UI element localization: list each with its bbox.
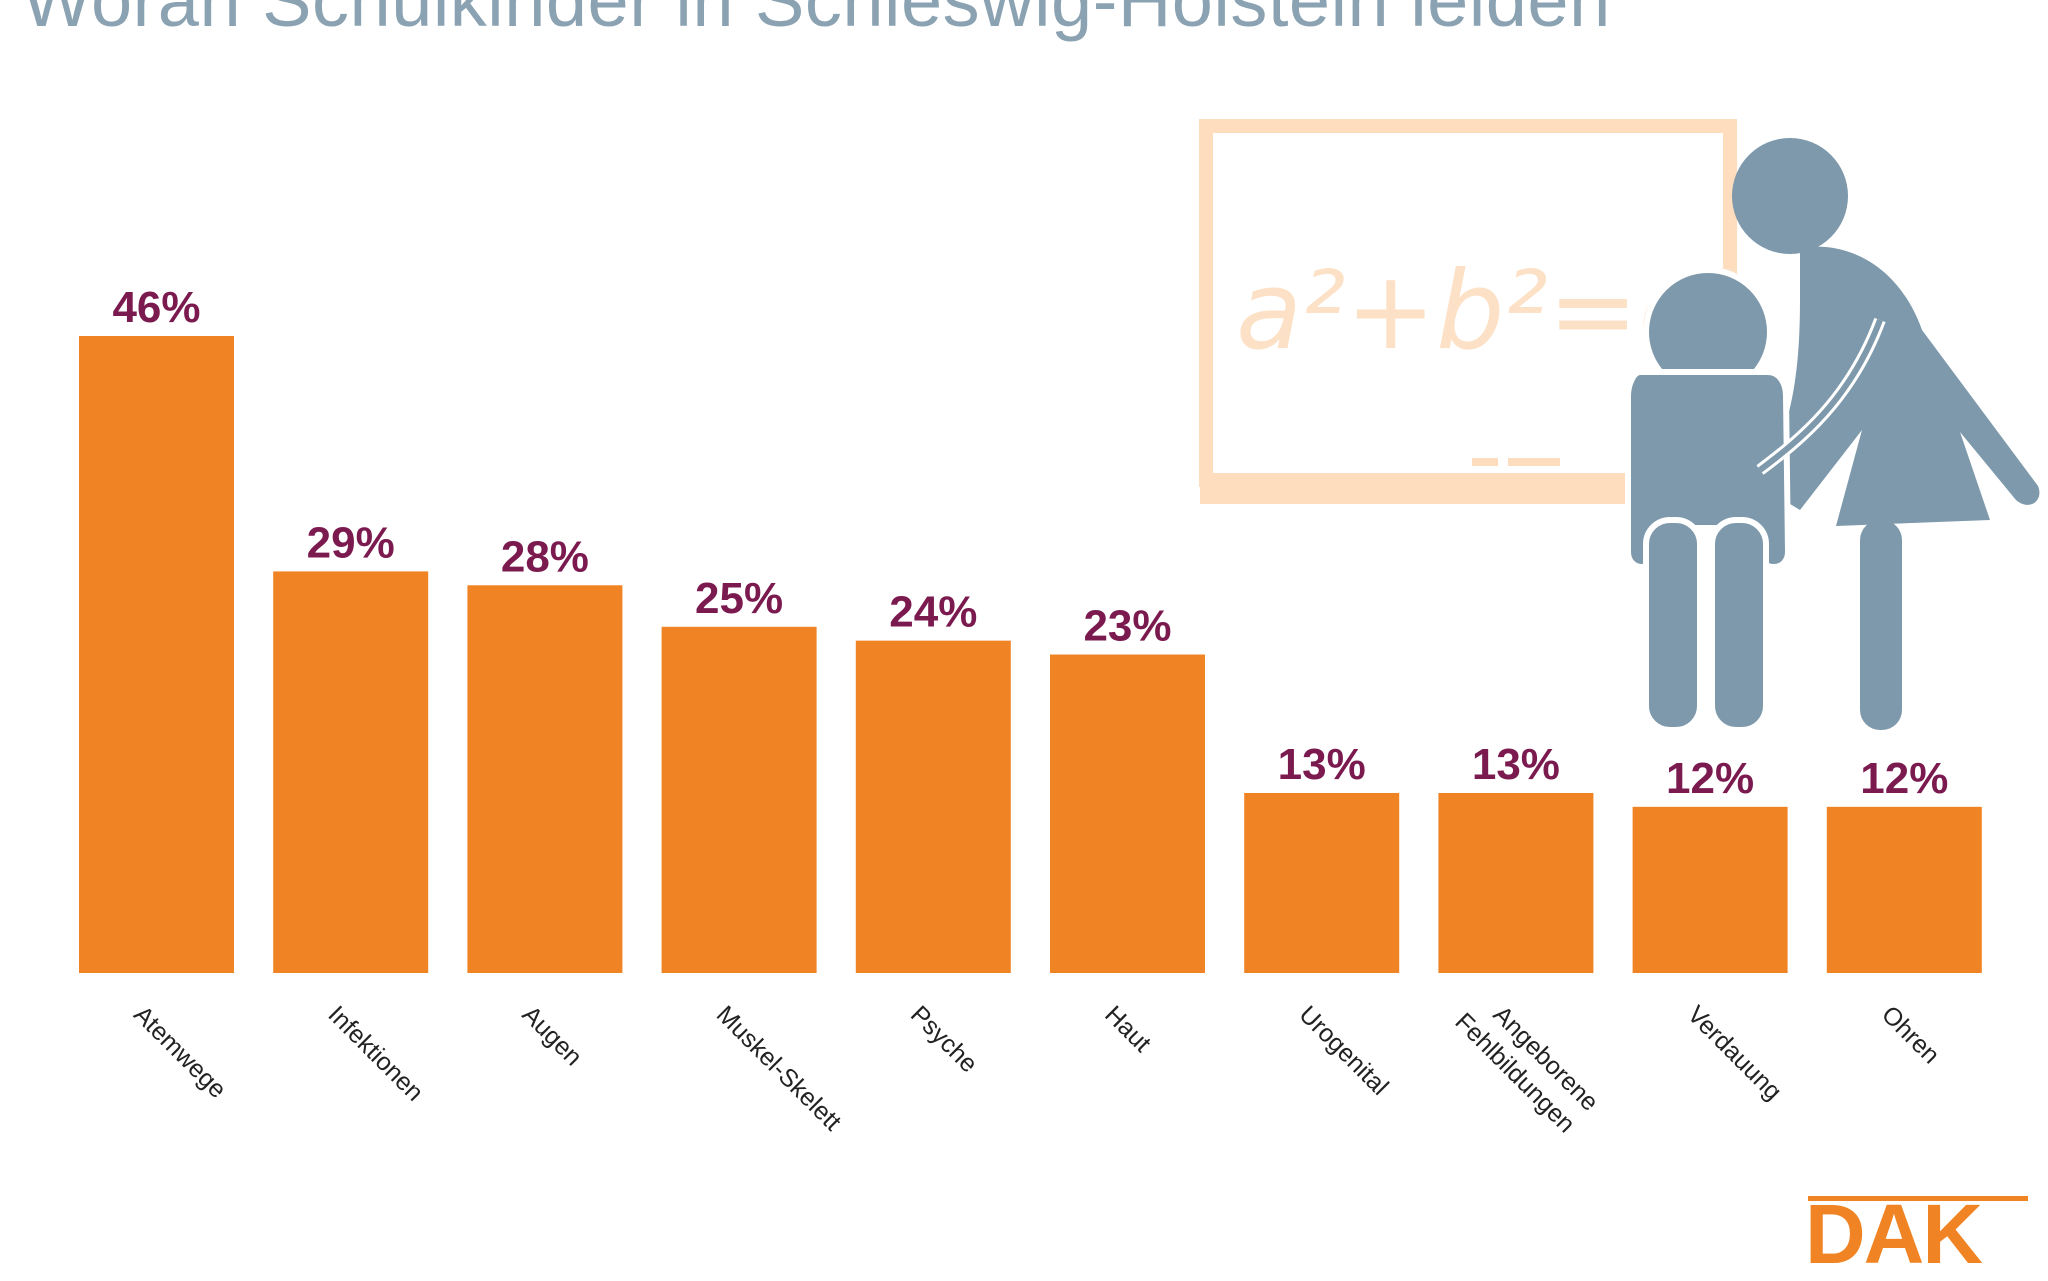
- logo-rule: [1808, 1196, 2028, 1201]
- data-label-infektionen: 29%: [307, 518, 395, 567]
- data-label-haut: 23%: [1083, 602, 1171, 651]
- illustration: a²+b²=c²: [1199, 119, 2040, 733]
- data-label-atemwege: 46%: [112, 283, 200, 332]
- data-labels: 46% 29% 28% 25% 24% 23% 13% 13% 12% 12%: [112, 283, 1948, 803]
- chart-title: Woran Schulkinder in Schleswig-Holstein …: [22, 0, 1611, 42]
- bar-verdauung: [1632, 806, 1788, 973]
- dak-logo: DAK: [1805, 1187, 1983, 1281]
- tick-label-haut: Haut: [1099, 1000, 1156, 1057]
- data-label-verdauung: 12%: [1666, 754, 1754, 803]
- bar-psyche: [855, 640, 1011, 973]
- tick-label-augen: Augen: [517, 1000, 588, 1071]
- tick-label-infektionen: Infektionen: [322, 1000, 428, 1106]
- tick-label-psyche: Psyche: [905, 1000, 983, 1078]
- data-label-urogenital: 13%: [1278, 740, 1366, 789]
- tick-label-atemwege: Atemwege: [128, 1000, 231, 1103]
- bar-angeborene-fehlbildungen: [1438, 792, 1594, 973]
- data-label-muskel-skelett: 25%: [695, 574, 783, 623]
- data-label-psyche: 24%: [889, 588, 977, 637]
- bar-ohren: [1826, 806, 1982, 973]
- data-label-ohren: 12%: [1860, 754, 1948, 803]
- tick-label-verdauung: Verdauung: [1682, 1000, 1787, 1105]
- x-axis-tick-labels: Atemwege Infektionen Augen Muskel-Skelett Ps…: [128, 985, 1945, 1139]
- bar-muskel-skelett: [661, 626, 817, 973]
- tick-label-urogenital: Urogenital: [1293, 1000, 1393, 1100]
- child-icon: [1625, 267, 1886, 733]
- tick-label-angeborene-fehlbildungen: AngeboreneFehlbildungen: [1449, 985, 1603, 1139]
- data-label-augen: 28%: [501, 532, 589, 581]
- bar-augen: [467, 585, 623, 973]
- bar-urogenital: [1244, 792, 1400, 973]
- tick-label-muskel-skelett: Muskel-Skelett: [711, 1000, 847, 1136]
- bar-haut: [1050, 654, 1205, 973]
- data-label-angeborene-fehlbildungen: 13%: [1472, 740, 1560, 789]
- tick-label-ohren: Ohren: [1876, 1000, 1945, 1069]
- teacher-icon: [1732, 138, 2040, 730]
- bar-infektionen: [273, 571, 429, 973]
- bar-atemwege: [79, 336, 234, 973]
- bar-series: [79, 336, 1982, 973]
